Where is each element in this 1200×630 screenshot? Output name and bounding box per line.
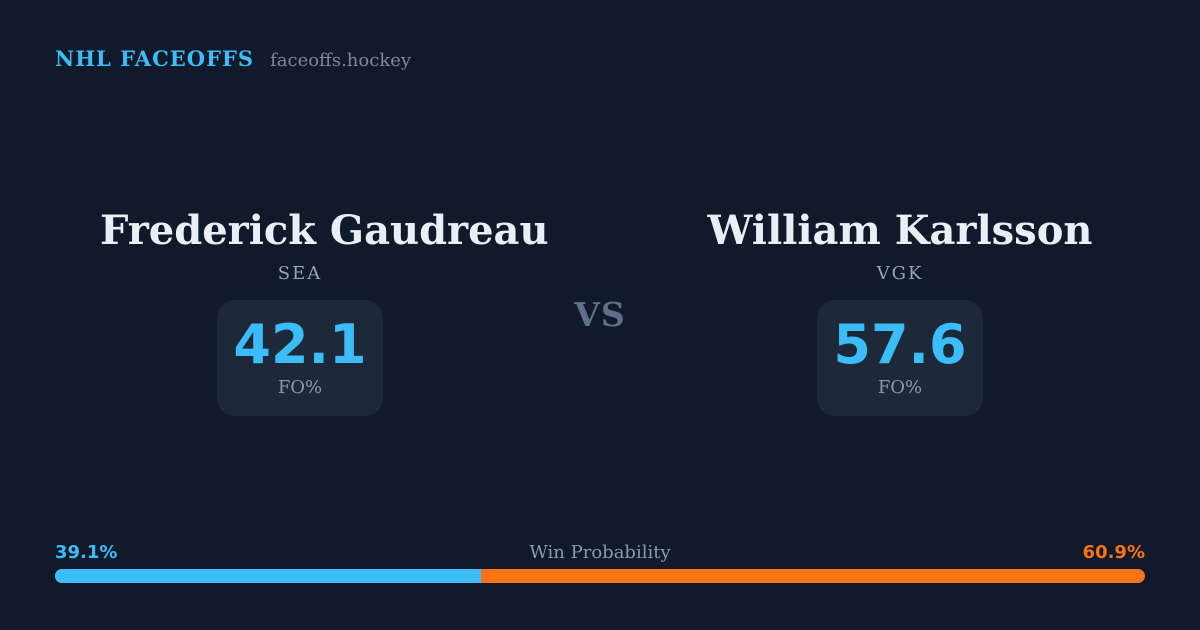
player-card-left: Frederick Gaudreau SEA 42.1 FO%: [100, 207, 549, 416]
stat-card: 42.1 FO%: [217, 300, 383, 416]
brand-title: NHL FACEOFFS: [55, 46, 255, 71]
win-pct-left: 39.1%: [55, 542, 118, 563]
win-pct-right: 60.9%: [1082, 542, 1145, 563]
faceoff-pct-label: FO%: [277, 376, 323, 398]
player-card-right: William Karlsson VGK 57.6 FO%: [700, 207, 1100, 416]
win-probability-labels: 39.1% Win Probability 60.9%: [55, 541, 1145, 565]
faceoff-pct-value: 57.6: [833, 312, 967, 376]
faceoff-pct-label: FO%: [877, 376, 923, 398]
player-name: Frederick Gaudreau: [100, 207, 549, 254]
stat-card: 57.6 FO%: [817, 300, 983, 416]
site-url: faceoffs.hockey: [270, 50, 412, 71]
faceoff-pct-value: 42.1: [233, 312, 367, 376]
player-team: SEA: [277, 263, 323, 284]
vs-label: VS: [574, 295, 626, 334]
win-probability-title: Win Probability: [529, 542, 671, 563]
player-team: VGK: [876, 263, 924, 284]
win-probability-bar: [55, 569, 1145, 583]
header: NHL FACEOFFS faceoffs.hockey: [55, 46, 411, 71]
win-bar-left-segment: [55, 569, 482, 583]
player-name: William Karlsson: [707, 207, 1093, 254]
